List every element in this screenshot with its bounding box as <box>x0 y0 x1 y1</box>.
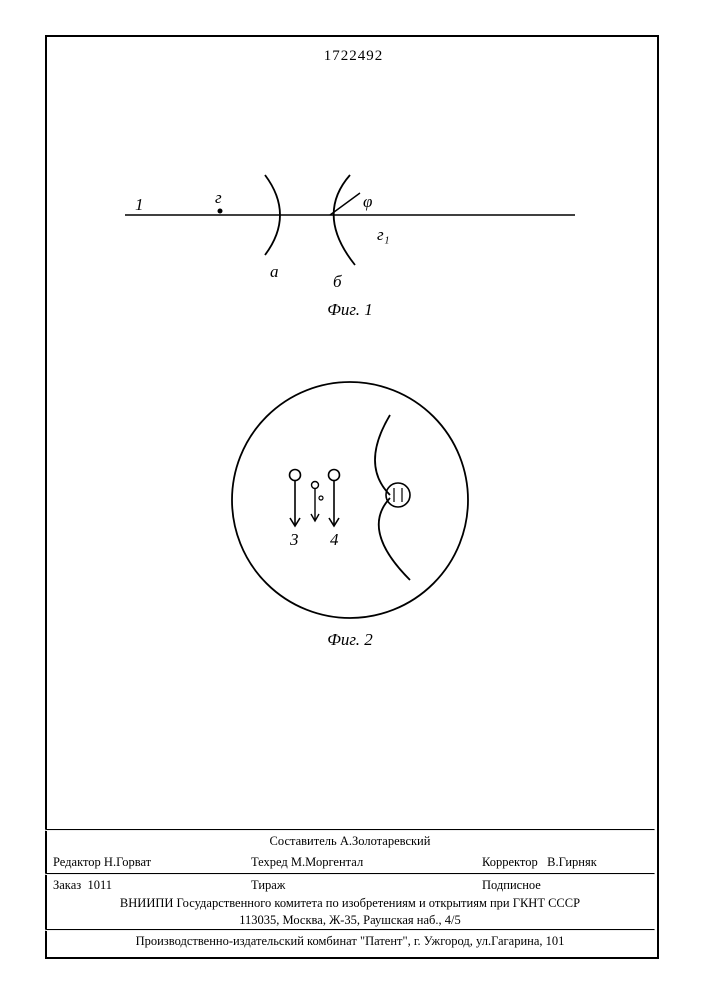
fig1-label-1: 1 <box>135 195 144 214</box>
fig2-label-3: 3 <box>289 530 299 549</box>
compiler-label: Составитель <box>270 834 337 848</box>
fig2-caption: Фиг. 2 <box>200 630 500 650</box>
fig2-svg: 3 4 <box>200 370 500 630</box>
techred-label: Техред <box>251 855 288 869</box>
figure-2: 3 4 Фиг. 2 <box>200 370 500 660</box>
footer: Составитель А.Золотаревский Редактор Н.Г… <box>45 829 655 952</box>
figure-1: 1 г а б φ г₁ Фиг. 1 <box>115 155 585 325</box>
subscription: Подписное <box>482 877 647 894</box>
fig1-label-phi: φ <box>363 192 372 211</box>
fig1-caption: Фиг. 1 <box>115 300 585 320</box>
tirage: Тираж <box>251 877 482 894</box>
order-number: 1011 <box>87 878 112 892</box>
compiler-name: А.Золотаревский <box>340 834 431 848</box>
techred-name: М.Моргентал <box>291 855 363 869</box>
org-line: ВНИИПИ Государственного комитета по изоб… <box>45 895 655 912</box>
fig1-label-b: б <box>333 272 342 291</box>
fig1-label-g: г <box>215 188 222 207</box>
fig1-label-g1: г₁ <box>377 225 390 244</box>
print-line: Производственно-издательский комбинат "П… <box>45 931 655 952</box>
corrector-label: Корректор <box>482 855 538 869</box>
patent-number: 1722492 <box>0 48 707 65</box>
corrector-name: В.Гирняк <box>547 855 597 869</box>
editor-name: Н.Горват <box>104 855 151 869</box>
address-line: 113035, Москва, Ж-35, Раушская наб., 4/5 <box>45 912 655 929</box>
fig1-label-a: а <box>270 262 279 281</box>
fig2-label-4: 4 <box>330 530 339 549</box>
fig1-svg: 1 г а б φ г₁ <box>115 155 585 300</box>
order-label: Заказ <box>53 878 81 892</box>
editor-label: Редактор <box>53 855 101 869</box>
